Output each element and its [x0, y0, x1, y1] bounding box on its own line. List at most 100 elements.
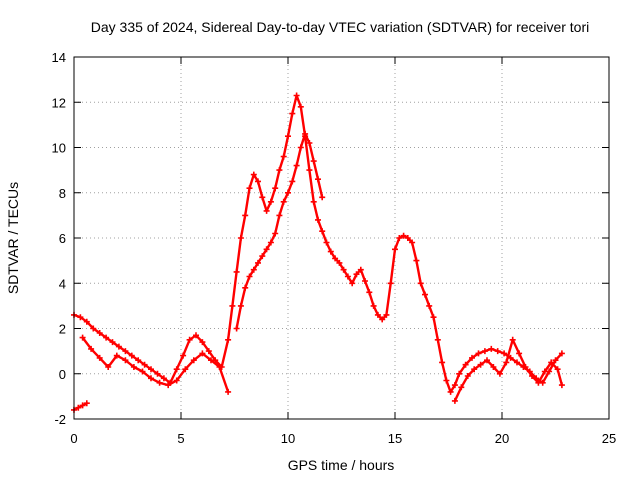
data-point [451, 382, 458, 389]
series-tori-a [71, 92, 565, 395]
x-tick-label: 10 [281, 431, 295, 446]
data-point [88, 345, 95, 352]
data-point [558, 382, 565, 389]
data-point [250, 171, 257, 178]
data-point [464, 373, 471, 379]
data-point [267, 239, 274, 246]
data-point [109, 339, 116, 346]
data-point [96, 354, 103, 361]
y-tick-label: 8 [59, 186, 66, 201]
data-point [105, 364, 112, 370]
data-point [443, 377, 450, 384]
data-point [255, 259, 261, 266]
data-point [259, 253, 266, 260]
data-point [139, 368, 146, 375]
data-point [182, 366, 189, 373]
data-point [297, 103, 304, 110]
series-trace [72, 94, 564, 394]
data-point [310, 198, 317, 205]
data-point [494, 348, 501, 355]
data-point [462, 361, 469, 368]
data-point [310, 158, 317, 165]
data-point [353, 271, 360, 278]
data-point [193, 332, 199, 339]
data-point [259, 194, 266, 201]
data-point [267, 198, 274, 205]
series-tori-e [451, 336, 565, 404]
data-point [148, 375, 154, 382]
data-point [280, 198, 287, 205]
data-point [186, 336, 193, 343]
data-point [83, 400, 90, 407]
data-point [417, 280, 424, 287]
data-point [225, 336, 232, 343]
data-point [293, 162, 300, 169]
data-point [447, 388, 454, 395]
data-point [250, 266, 257, 273]
grid-lines [74, 57, 609, 419]
data-point [490, 364, 497, 370]
data-point [434, 336, 441, 343]
data-point [77, 314, 84, 321]
data-point [392, 246, 398, 253]
data-point [366, 289, 373, 296]
data-point [477, 361, 484, 368]
data-point [272, 185, 279, 192]
y-tick-label: 4 [59, 276, 66, 291]
data-point [349, 280, 356, 287]
data-point [422, 291, 428, 298]
data-point [302, 130, 309, 137]
chart-title: Day 335 of 2024, Sidereal Day-to-day VTE… [91, 19, 590, 35]
data-point [535, 379, 542, 386]
data-point [135, 357, 142, 364]
data-point [79, 402, 86, 409]
data-point [148, 366, 154, 373]
data-point [357, 266, 364, 273]
data-point [529, 373, 535, 379]
data-point [516, 350, 523, 357]
data-point [509, 336, 516, 343]
data-point [208, 357, 214, 364]
data-point [285, 133, 291, 140]
x-tick-label: 20 [495, 431, 509, 446]
data-point [199, 350, 206, 357]
data-point [130, 364, 137, 370]
y-axis-label: SDTVAR / TECUs [5, 182, 21, 294]
data-point [554, 366, 561, 373]
data-point [113, 352, 120, 359]
data-point [475, 350, 482, 357]
data-point [374, 311, 381, 318]
data-point [160, 375, 167, 382]
data-point [79, 334, 86, 341]
data-point [165, 382, 172, 389]
data-point [503, 359, 510, 366]
data-point [323, 239, 330, 246]
data-point [319, 194, 326, 201]
data-point [173, 366, 180, 373]
data-point [409, 239, 416, 246]
data-point [404, 235, 411, 241]
data-point [289, 110, 296, 117]
y-tick-label: 6 [59, 231, 66, 246]
x-tick-label: 15 [388, 431, 402, 446]
axis-ticks: 0 5 10 15 20 25 -2 0 2 4 6 8 10 12 14 [52, 50, 617, 446]
data-point [340, 266, 347, 273]
data-point [383, 311, 390, 318]
data-point [233, 325, 240, 332]
data-point [451, 397, 458, 404]
data-point [233, 268, 240, 275]
data-point [471, 366, 478, 373]
x-tick-label: 25 [602, 431, 616, 446]
data-point [216, 364, 223, 370]
data-point [484, 357, 490, 364]
data-point [458, 384, 465, 391]
data-point [237, 302, 244, 309]
data-point [205, 348, 212, 355]
data-point [293, 92, 300, 99]
x-axis-label: GPS time / hours [288, 457, 395, 473]
data-point [370, 302, 377, 309]
data-point [456, 370, 463, 377]
y-tick-label: 0 [59, 367, 66, 382]
data-point [122, 348, 129, 355]
